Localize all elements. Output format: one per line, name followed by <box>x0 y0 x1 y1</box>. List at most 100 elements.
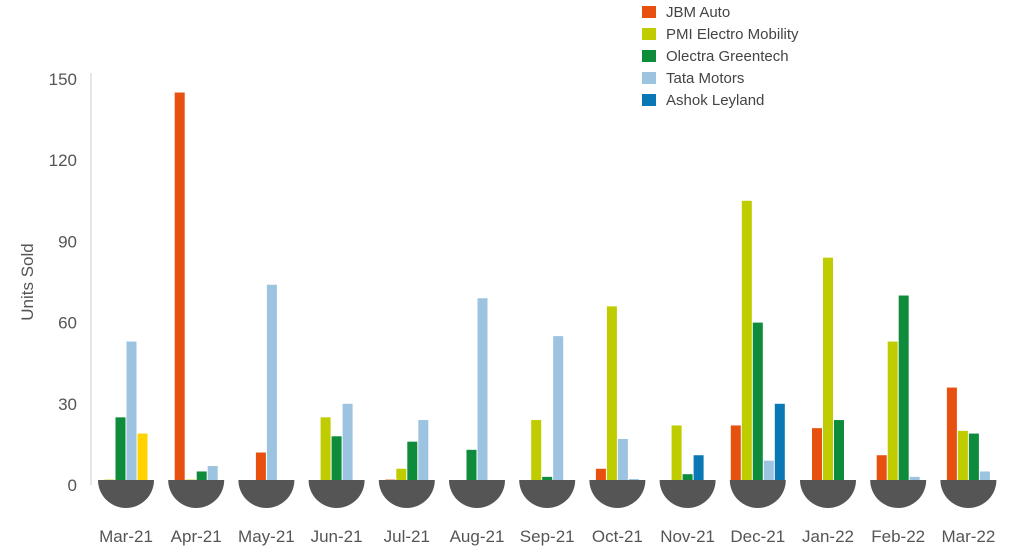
category-group <box>385 420 429 485</box>
x-tick-label: Aug-21 <box>450 527 505 546</box>
legend-item: Ashok Leyland <box>642 92 764 109</box>
bar <box>979 471 990 485</box>
category-group <box>671 425 704 485</box>
base-marker <box>378 480 435 509</box>
legend-item: Tata Motors <box>642 70 744 87</box>
y-axis-title: Units Sold <box>18 243 37 320</box>
legend-label: PMI Electro Mobility <box>666 26 799 43</box>
y-tick-label: 0 <box>68 476 77 495</box>
x-tick-label: Dec-21 <box>730 527 785 546</box>
x-tick-label: Apr-21 <box>171 527 222 546</box>
bar <box>266 284 277 485</box>
legend-item: PMI Electro Mobility <box>642 26 799 43</box>
base-marker <box>519 480 576 509</box>
bar <box>682 474 693 485</box>
legend-item: JBM Auto <box>642 4 730 21</box>
x-tick-label: Oct-21 <box>592 527 643 546</box>
base-marker <box>940 480 997 509</box>
legend-item: Olectra Greentech <box>642 48 789 65</box>
category-group <box>876 295 920 485</box>
base-marker <box>589 480 646 509</box>
bar <box>396 468 407 485</box>
base-marker <box>308 480 365 509</box>
category-group <box>320 403 353 485</box>
x-tick-label: Sep-21 <box>520 527 575 546</box>
y-tick-label: 120 <box>49 151 77 170</box>
base-marker <box>449 480 505 508</box>
category-group <box>946 387 990 485</box>
bar <box>752 322 763 485</box>
base-marker <box>659 480 716 509</box>
legend-swatch <box>642 94 656 106</box>
x-tick-label: Feb-22 <box>871 527 925 546</box>
category-group <box>466 298 488 485</box>
x-tick-label: Nov-21 <box>660 527 715 546</box>
legend-label: Tata Motors <box>666 70 744 87</box>
category-group <box>255 284 277 485</box>
category-group <box>531 336 564 485</box>
x-tick-label: Mar-21 <box>99 527 153 546</box>
bar <box>595 468 606 485</box>
bar <box>137 433 148 485</box>
base-marker <box>168 480 225 509</box>
base-marker <box>98 480 154 508</box>
bar <box>606 306 617 485</box>
x-tick-label: Jun-21 <box>311 527 363 546</box>
bar <box>207 466 218 485</box>
bar <box>342 403 353 485</box>
bar <box>812 428 822 485</box>
bar <box>407 441 418 485</box>
x-tick-label: May-21 <box>238 527 295 546</box>
legend-swatch <box>642 6 656 18</box>
category-group <box>730 200 785 486</box>
bar <box>968 433 979 485</box>
category-group <box>812 257 844 485</box>
bar <box>553 336 564 485</box>
base-marker <box>800 480 856 508</box>
bar <box>174 92 185 485</box>
bar <box>763 460 774 485</box>
legend-swatch <box>642 72 656 84</box>
category-group <box>174 92 218 485</box>
legend-label: Ashok Leyland <box>666 92 764 109</box>
bar <box>531 420 542 485</box>
bar <box>823 257 833 485</box>
legend-label: JBM Auto <box>666 4 730 21</box>
bar <box>126 341 137 485</box>
y-tick-label: 90 <box>58 232 77 251</box>
x-tick-label: Jan-22 <box>802 527 854 546</box>
bar <box>477 298 488 485</box>
bar <box>331 436 342 485</box>
category-group <box>104 341 148 485</box>
y-tick-label: 150 <box>49 70 77 89</box>
bar <box>834 420 844 485</box>
bar <box>255 452 266 485</box>
bar <box>693 455 704 485</box>
bar <box>196 471 207 485</box>
bar <box>617 438 628 485</box>
bar <box>320 417 331 485</box>
bar <box>946 387 957 485</box>
x-tick-label: Mar-22 <box>941 527 995 546</box>
bar <box>957 430 968 485</box>
bar <box>671 425 682 485</box>
base-marker <box>729 480 786 509</box>
bar <box>730 425 741 485</box>
legend-swatch <box>642 28 656 40</box>
category-group <box>595 306 639 485</box>
x-tick-label: Jul-21 <box>384 527 430 546</box>
bar <box>876 455 887 485</box>
bar <box>887 341 898 485</box>
bar <box>741 200 752 486</box>
bar <box>466 449 477 485</box>
bar <box>418 420 429 485</box>
y-tick-label: 30 <box>58 395 77 414</box>
bar <box>115 417 126 485</box>
base-marker <box>870 480 927 509</box>
bar <box>774 403 785 485</box>
bar <box>898 295 909 485</box>
base-marker <box>238 480 295 509</box>
y-tick-label: 60 <box>58 314 77 333</box>
